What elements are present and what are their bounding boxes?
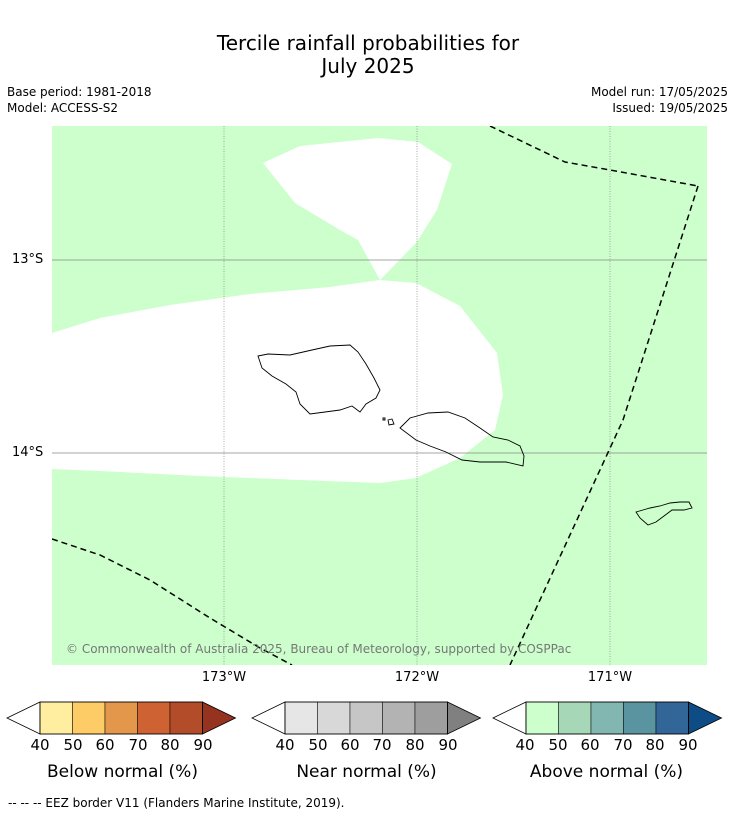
gridlines [52, 126, 707, 665]
cb-near-title: Near normal (%) [296, 762, 437, 782]
cb-below-tick-40: 40 [30, 736, 50, 754]
cb-above-title: Above normal (%) [529, 762, 684, 782]
manono-islet [387, 418, 395, 426]
cb-above-tick-80: 80 [645, 736, 665, 754]
tutuila-island [635, 501, 693, 526]
cb-above-tick-40: 40 [515, 736, 535, 754]
cb-near-tick-60: 60 [340, 736, 360, 754]
cb-near-segment-3 [382, 701, 416, 735]
lon-label-173w: 173°W [201, 670, 247, 685]
cb-above-segment-1 [558, 701, 592, 735]
cb-above-segment-0 [525, 701, 559, 735]
cb-below-tick-80: 80 [160, 736, 180, 754]
cb-near-segment-4 [414, 701, 448, 735]
model-name: Model: ACCESS-S2 [7, 101, 119, 115]
savaii-island [257, 344, 381, 415]
cb-below-segment-2 [104, 701, 138, 735]
cb-near-tick-90: 90 [438, 736, 458, 754]
cb-below-tick-50: 50 [63, 736, 83, 754]
cb-below-under-triangle [6, 701, 41, 735]
cb-near-frame [284, 701, 448, 735]
cb-above-tick-70: 70 [613, 736, 633, 754]
cb-below-title: Below normal (%) [47, 762, 198, 782]
land-outlines [257, 344, 693, 526]
upolu-island [399, 411, 525, 467]
cb-below-frame [39, 701, 203, 735]
cb-above-segment-3 [623, 701, 657, 735]
title-line-1: Tercile rainfall probabilities for [216, 31, 520, 55]
cb-below-segment-1 [72, 701, 106, 735]
cb-above-tick-50: 50 [548, 736, 568, 754]
cb-below-tick-70: 70 [128, 736, 148, 754]
lon-label-172w: 172°W [394, 670, 440, 685]
cb-above-tick-60: 60 [580, 736, 600, 754]
cb-above-frame [525, 701, 689, 735]
lat-label-14s: 14°S [12, 445, 44, 460]
cb-near-tick-70: 70 [372, 736, 392, 754]
lon-label-171w: 171°W [587, 670, 633, 685]
cb-near-tick-40: 40 [275, 736, 295, 754]
cb-above-segment-4 [655, 701, 689, 735]
cb-near-under-triangle [251, 701, 286, 735]
cb-near-tick-50: 50 [308, 736, 328, 754]
no-dominant-region-central [52, 280, 503, 483]
cb-below-segment-3 [137, 701, 171, 735]
eez-borders [52, 126, 699, 665]
cb-above-segment-2 [590, 701, 624, 735]
issued-date: Issued: 19/05/2025 [612, 101, 728, 115]
eez-border-east [509, 185, 699, 665]
lat-label-13s: 13°S [12, 252, 44, 267]
base-period: Base period: 1981-2018 [7, 85, 152, 99]
cb-below-tick-90: 90 [193, 736, 213, 754]
cb-above-tick-90: 90 [678, 736, 698, 754]
cb-below-segment-0 [39, 701, 73, 735]
cb-above-under-triangle [492, 701, 527, 735]
no-dominant-region-north [263, 138, 452, 280]
eez-border-south [52, 538, 293, 665]
apolima-islet [382, 417, 386, 421]
cb-near-segment-1 [317, 701, 351, 735]
cb-near-segment-2 [349, 701, 383, 735]
cb-near-over-triangle [447, 701, 482, 735]
model-run: Model run: 17/05/2025 [590, 85, 728, 99]
eez-legend-note: -- -- -- EEZ border V11 (Flanders Marine… [8, 796, 345, 810]
cb-below-segment-4 [169, 701, 203, 735]
cb-near-tick-80: 80 [405, 736, 425, 754]
cb-near-segment-0 [284, 701, 318, 735]
cb-below-over-triangle [202, 701, 237, 735]
copyright-notice: © Commonwealth of Australia 2025, Bureau… [66, 642, 572, 656]
eez-border-north [489, 126, 699, 187]
title-line-2: July 2025 [321, 54, 415, 78]
cb-above-over-triangle [688, 701, 723, 735]
cb-below-tick-60: 60 [95, 736, 115, 754]
